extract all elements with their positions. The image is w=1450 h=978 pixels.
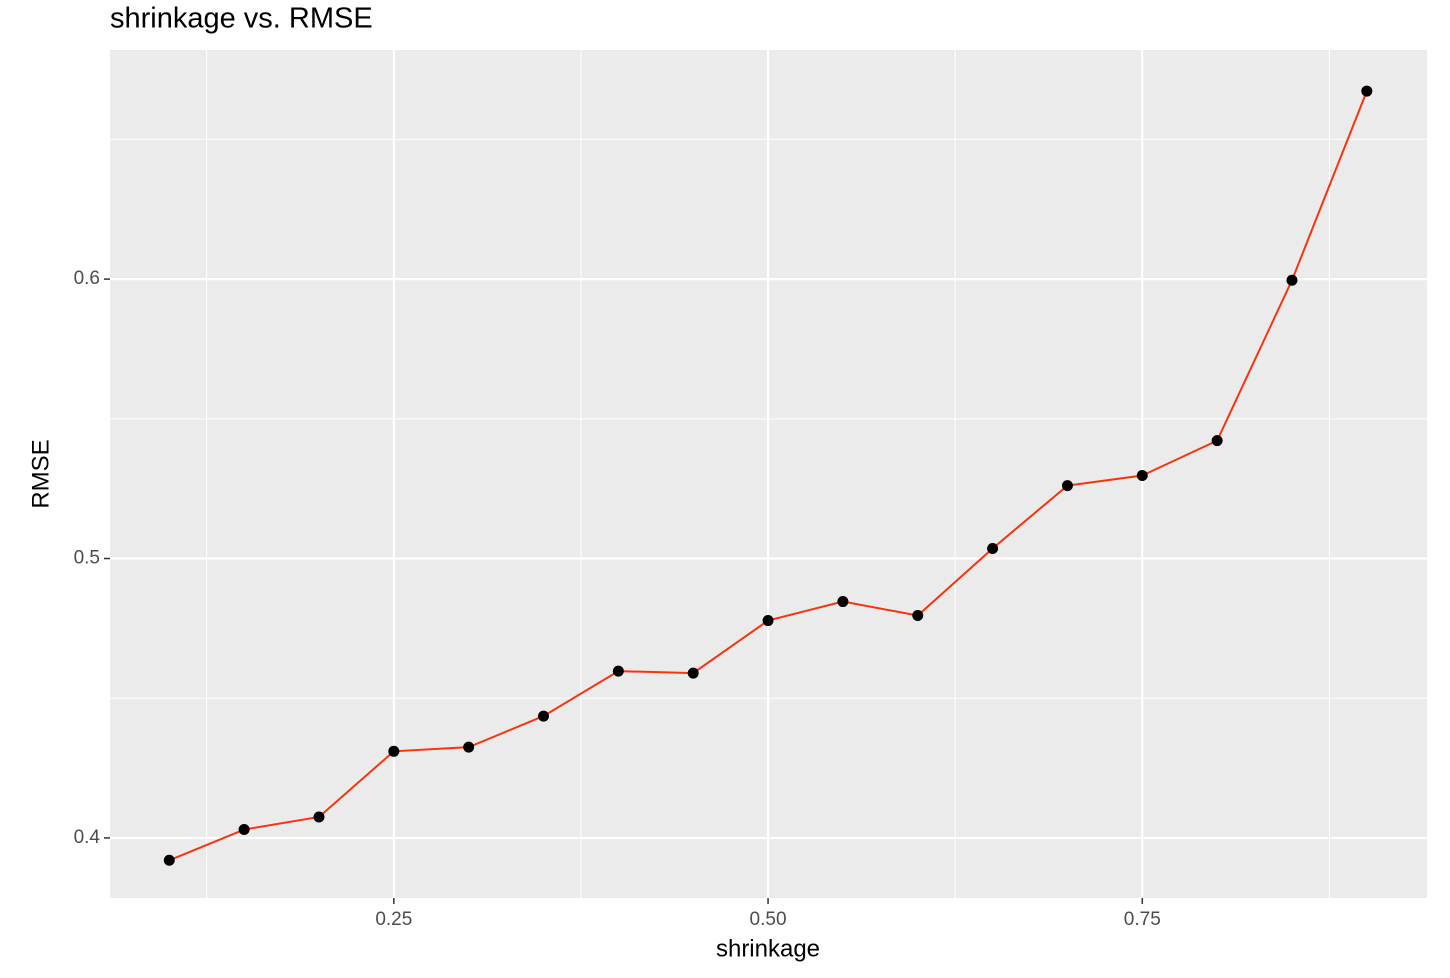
point (313, 811, 325, 823)
point (837, 596, 849, 608)
point (1211, 435, 1223, 447)
point (238, 824, 250, 836)
x-tick-label: 0.25 (375, 909, 412, 930)
point (687, 667, 699, 679)
point (912, 610, 924, 622)
point (538, 710, 550, 722)
y-tick-label: 0.4 (74, 827, 101, 848)
y-tick-label: 0.5 (74, 548, 100, 569)
point (1286, 274, 1298, 286)
point (1361, 85, 1373, 97)
point (612, 665, 624, 677)
point (762, 615, 774, 627)
chart-title: shrinkage vs. RMSE (110, 3, 373, 35)
point (163, 854, 175, 866)
y-axis-title: RMSE (27, 439, 54, 508)
x-axis-title: shrinkage (716, 935, 820, 962)
x-tick-label: 0.75 (1124, 909, 1161, 930)
point (987, 542, 999, 554)
y-tick-label: 0.6 (74, 268, 100, 289)
point (1061, 480, 1073, 492)
point (388, 745, 400, 757)
x-tick-label: 0.50 (750, 909, 787, 930)
point (1136, 470, 1148, 482)
point (463, 741, 475, 753)
